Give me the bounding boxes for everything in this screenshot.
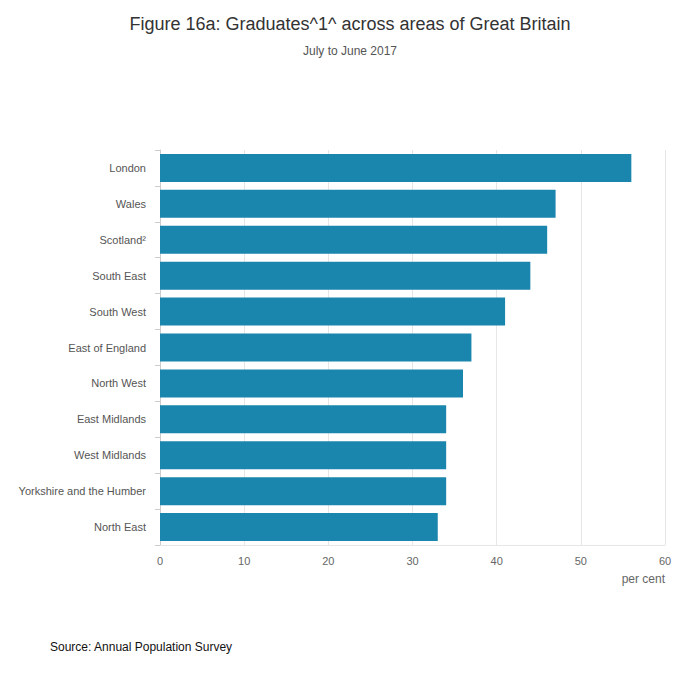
svg-text:10: 10 <box>238 555 250 567</box>
svg-text:East of England: East of England <box>68 342 146 354</box>
svg-text:Scotland²: Scotland² <box>100 234 147 246</box>
svg-text:South West: South West <box>89 306 146 318</box>
svg-text:per cent: per cent <box>622 572 666 586</box>
svg-text:Yorkshire and the Humber: Yorkshire and the Humber <box>19 485 147 497</box>
svg-text:30: 30 <box>406 555 418 567</box>
svg-text:20: 20 <box>322 555 334 567</box>
svg-text:West Midlands: West Midlands <box>74 449 146 461</box>
svg-text:East Midlands: East Midlands <box>77 413 147 425</box>
svg-text:Figure 16a: Graduates^1^ acros: Figure 16a: Graduates^1^ across areas of… <box>129 14 570 34</box>
svg-text:North East: North East <box>94 521 146 533</box>
svg-text:London: London <box>109 162 146 174</box>
svg-text:60: 60 <box>659 555 671 567</box>
svg-text:50: 50 <box>575 555 587 567</box>
svg-text:Source: Annual Population Surv: Source: Annual Population Survey <box>50 640 232 654</box>
svg-text:Wales: Wales <box>116 198 147 210</box>
svg-text:South East: South East <box>92 270 146 282</box>
svg-text:0: 0 <box>157 555 163 567</box>
svg-text:40: 40 <box>491 555 503 567</box>
svg-text:North West: North West <box>91 377 146 389</box>
svg-text:July to June 2017: July to June 2017 <box>303 44 397 58</box>
